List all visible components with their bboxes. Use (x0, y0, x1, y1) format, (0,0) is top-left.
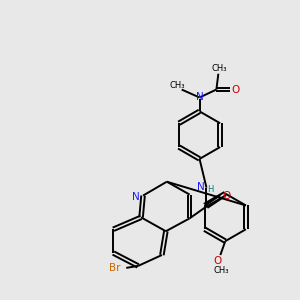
Text: H: H (207, 185, 214, 194)
Text: N: N (196, 92, 203, 103)
Text: O: O (231, 85, 239, 94)
Text: CH₃: CH₃ (170, 81, 185, 90)
Text: N: N (132, 192, 140, 202)
Text: Br: Br (109, 263, 120, 273)
Text: O: O (213, 256, 221, 266)
Text: CH₃: CH₃ (214, 266, 229, 275)
Text: CH₃: CH₃ (212, 64, 227, 73)
Text: N: N (197, 182, 204, 192)
Text: O: O (222, 190, 230, 201)
